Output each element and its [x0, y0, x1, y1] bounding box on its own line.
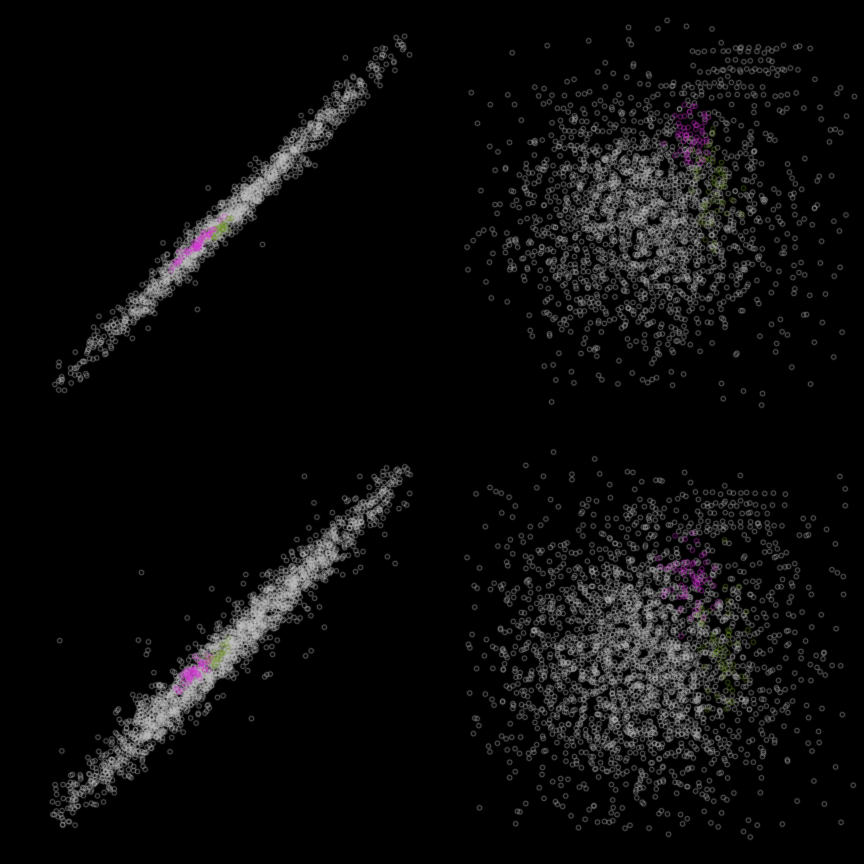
panel-top-right: [432, 0, 864, 432]
panel-bottom-left: [0, 432, 432, 864]
scatter-canvas: [432, 432, 864, 864]
scatter-canvas: [0, 432, 432, 864]
panel-bottom-right: [432, 432, 864, 864]
scatter-canvas: [432, 0, 864, 432]
panel-top-left: [0, 0, 432, 432]
scatter-grid: [0, 0, 864, 864]
scatter-canvas: [0, 0, 432, 432]
